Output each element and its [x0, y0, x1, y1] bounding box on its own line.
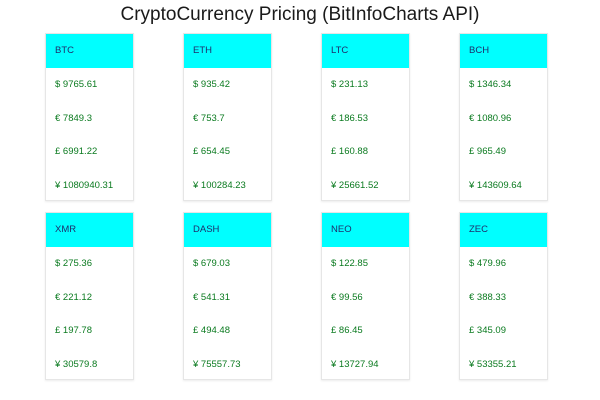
price-jpy: ¥ 25661.52	[331, 179, 379, 191]
price-usd: $ 122.85	[331, 258, 368, 269]
price-usd: $ 479.96	[469, 258, 506, 269]
card-header-symbol: LTC	[322, 34, 409, 68]
card-header-symbol: NEO	[322, 213, 409, 247]
price-gbp: £ 654.45	[193, 146, 230, 157]
price-jpy: ¥ 30579.8	[55, 358, 98, 370]
price-eur: € 388.33	[469, 291, 506, 303]
card-header-symbol: BTC	[46, 34, 133, 68]
price-usd: $ 9765.61	[55, 79, 98, 90]
price-gbp: £ 965.49	[469, 146, 506, 157]
price-jpy: ¥ 75557.73	[193, 358, 241, 370]
price-card-zec: ZEC $ 479.96 € 388.33 £ 345.09 ¥ 53355.2…	[459, 212, 548, 380]
price-eur: € 753.7	[193, 112, 225, 124]
price-gbp: £ 6991.22	[55, 146, 98, 157]
price-jpy: ¥ 13727.94	[331, 358, 379, 370]
price-jpy: ¥ 53355.21	[469, 358, 517, 370]
price-eur: € 1080.96	[469, 112, 512, 124]
card-header-symbol: XMR	[46, 213, 133, 247]
card-header-symbol: BCH	[460, 34, 547, 68]
price-usd: $ 935.42	[193, 79, 230, 90]
price-usd: $ 679.03	[193, 258, 230, 269]
price-eur: € 99.56	[331, 291, 363, 303]
price-eur: € 186.53	[331, 112, 368, 124]
card-header-symbol: DASH	[184, 213, 271, 247]
price-jpy: ¥ 100284.23	[193, 179, 246, 191]
page-title: CryptoCurrency Pricing (BitInfoCharts AP…	[120, 4, 480, 25]
price-card-neo: NEO $ 122.85 € 99.56 £ 86.45 ¥ 13727.94	[321, 212, 410, 380]
price-card-eth: ETH $ 935.42 € 753.7 £ 654.45 ¥ 100284.2…	[183, 33, 272, 201]
price-card-ltc: LTC $ 231.13 € 186.53 £ 160.88 ¥ 25661.5…	[321, 33, 410, 201]
price-usd: $ 231.13	[331, 79, 368, 90]
price-gbp: £ 494.48	[193, 325, 230, 336]
price-jpy: ¥ 143609.64	[469, 179, 522, 191]
price-card-bch: BCH $ 1346.34 € 1080.96 £ 965.49 ¥ 14360…	[459, 33, 548, 201]
price-eur: € 7849.3	[55, 112, 92, 124]
price-jpy: ¥ 1080940.31	[55, 179, 114, 191]
price-gbp: £ 345.09	[469, 325, 506, 336]
price-eur: € 221.12	[55, 291, 92, 303]
price-eur: € 541.31	[193, 291, 230, 303]
price-card-btc: BTC $ 9765.61 € 7849.3 £ 6991.22 ¥ 10809…	[45, 33, 134, 201]
card-header-symbol: ETH	[184, 34, 271, 68]
price-usd: $ 275.36	[55, 258, 92, 269]
price-card-dash: DASH $ 679.03 € 541.31 £ 494.48 ¥ 75557.…	[183, 212, 272, 380]
price-gbp: £ 86.45	[331, 325, 363, 336]
card-header-symbol: ZEC	[460, 213, 547, 247]
price-gbp: £ 160.88	[331, 146, 368, 157]
price-card-xmr: XMR $ 275.36 € 221.12 £ 197.78 ¥ 30579.8	[45, 212, 134, 380]
price-usd: $ 1346.34	[469, 79, 512, 90]
price-gbp: £ 197.78	[55, 325, 92, 336]
